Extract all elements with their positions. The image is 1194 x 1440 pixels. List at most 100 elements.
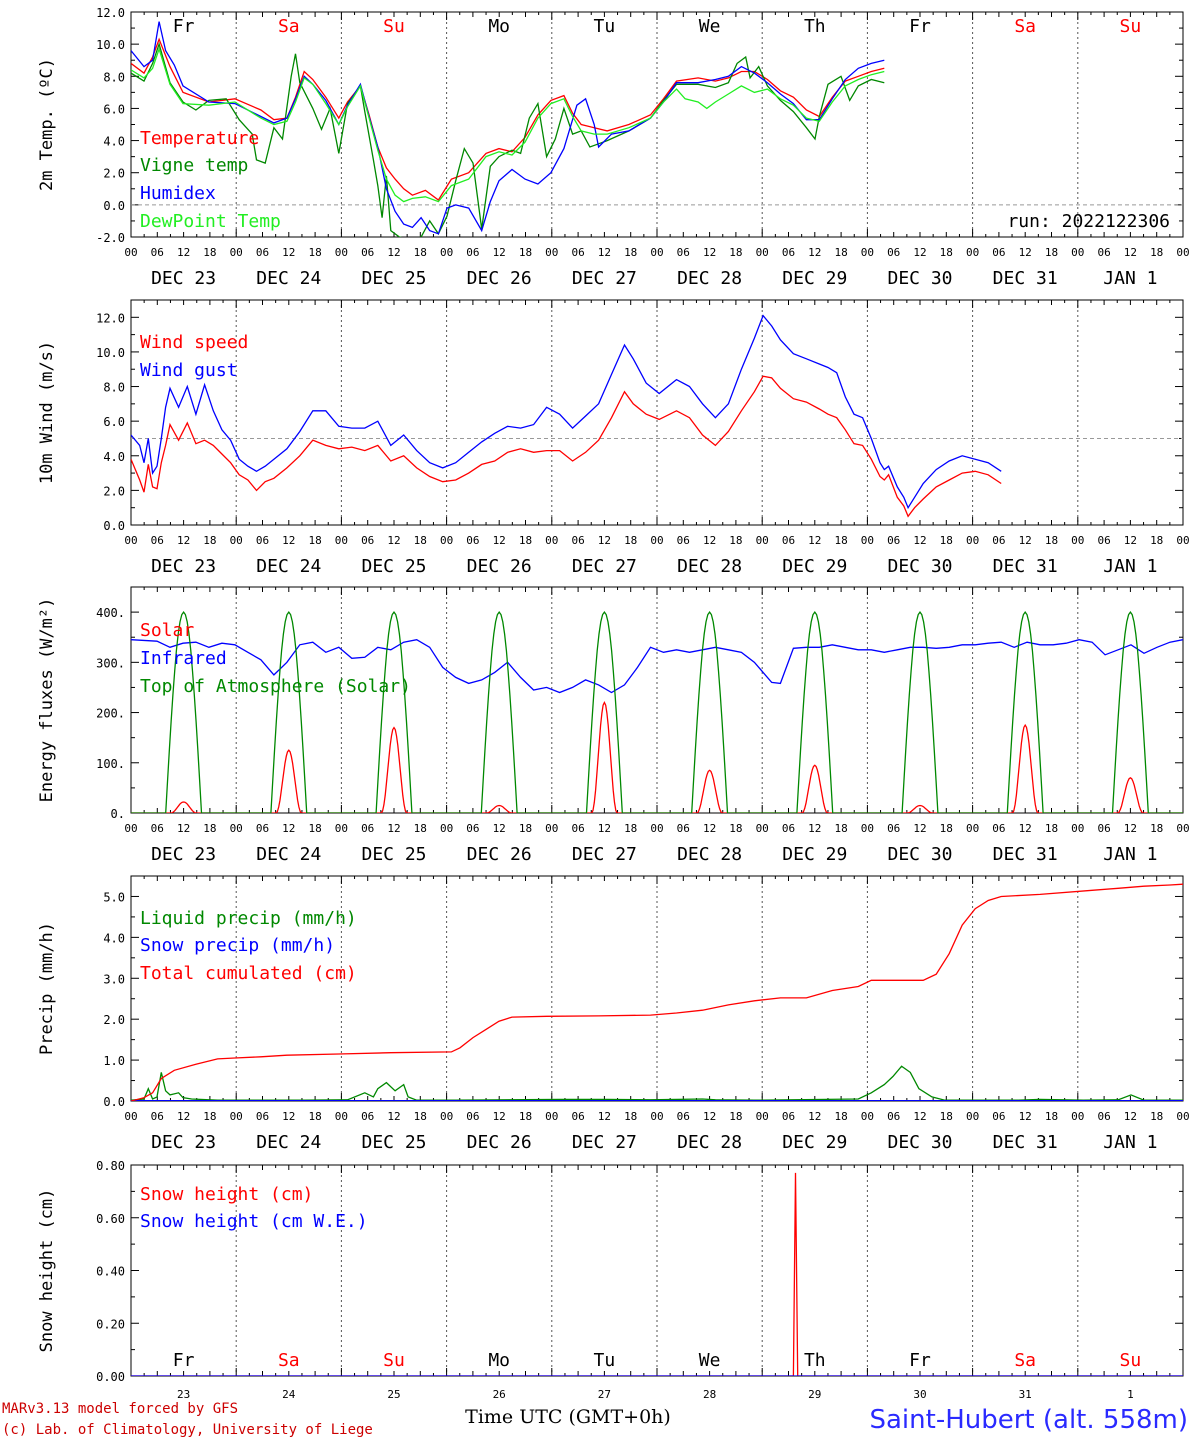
legend-entry: Top of Atmosphere (Solar) [140, 676, 411, 697]
hour-tick-label: 12 [493, 822, 506, 835]
y-tick-label: 4.0 [103, 450, 125, 464]
weekday-label: We [699, 16, 721, 37]
y-tick-label: 8.0 [103, 70, 125, 84]
weekday-label: Sa [1014, 1350, 1036, 1371]
hour-tick-label: 12 [1019, 534, 1032, 547]
legend-entry: Vigne temp [140, 155, 248, 176]
y-tick-label: 12.0 [96, 6, 125, 20]
date-label: DEC 26 [467, 1132, 532, 1153]
date-label: DEC 30 [887, 1132, 952, 1153]
hour-tick-label: 12 [177, 1110, 190, 1123]
plot-area [131, 610, 1183, 813]
hour-tick-label: 00 [545, 822, 558, 835]
hour-tick-label: 18 [414, 534, 427, 547]
hour-tick-label: 12 [703, 822, 716, 835]
date-label: DEC 23 [151, 1132, 216, 1153]
hour-tick-label: 18 [414, 1110, 427, 1123]
hour-tick-label: 12 [493, 1110, 506, 1123]
legend-entry: Temperature [140, 128, 259, 149]
date-label: DEC 24 [256, 844, 321, 865]
hour-tick-label: 00 [966, 1110, 979, 1123]
hour-tick-label: 18 [1150, 534, 1163, 547]
weekday-label: Mo [488, 1350, 510, 1371]
series-line-temperature [131, 37, 885, 201]
hour-tick-label: 18 [203, 246, 216, 259]
y-tick-label: 0.0 [103, 1095, 125, 1109]
date-label: DEC 30 [887, 844, 952, 865]
hour-tick-label: 06 [887, 822, 900, 835]
y-tick-label: 100. [96, 757, 125, 771]
hour-tick-label: 00 [335, 822, 348, 835]
y-tick-label: 10.0 [96, 346, 125, 360]
hour-tick-label: 00 [124, 822, 137, 835]
hour-tick-label: 06 [992, 246, 1005, 259]
y-tick-label: 1.0 [103, 1054, 125, 1068]
hour-tick-label: 12 [177, 822, 190, 835]
hour-tick-label: 00 [545, 246, 558, 259]
hour-tick-label: 18 [519, 246, 532, 259]
legend-entry: DewPoint Temp [140, 211, 281, 232]
hour-tick-label: 00 [1176, 534, 1189, 547]
hour-tick-label: 12 [808, 822, 821, 835]
y-tick-label: 2.0 [103, 167, 125, 181]
hour-tick-label: 12 [1124, 822, 1137, 835]
hour-tick-label: 06 [466, 534, 479, 547]
hour-tick-label: 12 [1019, 246, 1032, 259]
weekday-label: Su [1120, 1350, 1142, 1371]
hour-tick-label: 00 [650, 246, 663, 259]
date-label: DEC 27 [572, 556, 637, 577]
date-label: DEC 29 [782, 556, 847, 577]
hour-tick-label: 00 [861, 534, 874, 547]
panel-2: 0.0 2.0 4.0 6.0 8.0 10.0 12.0 10m Wind (m/s) 00 0… [37, 299, 1190, 577]
y-tick-label: 5.0 [103, 890, 125, 904]
hour-tick-label: 06 [887, 1110, 900, 1123]
hour-tick-label: 18 [729, 1110, 742, 1123]
hour-tick-label: 12 [1124, 1110, 1137, 1123]
weekday-label: Su [1120, 16, 1142, 37]
hour-tick-label: 18 [519, 1110, 532, 1123]
hour-tick-label: 00 [230, 534, 243, 547]
day-number: 26 [493, 1388, 506, 1401]
hour-tick-label: 12 [177, 246, 190, 259]
date-label: DEC 26 [467, 844, 532, 865]
hour-tick-label: 06 [256, 822, 269, 835]
hour-tick-label: 18 [729, 534, 742, 547]
legend-entry: Snow height (cm W.E.) [140, 1211, 368, 1232]
panel-3: 0. 100. 200. 300. 400. Energy fluxes (W/m²) 00… [37, 586, 1190, 865]
date-label: DEC 31 [993, 556, 1058, 577]
hour-tick-label: 12 [387, 534, 400, 547]
panel-1: -2.0 0.0 2.0 4.0 6.0 8.0 10.0 12.0 2m Temp. (ºC)… [37, 6, 1190, 289]
hour-tick-label: 12 [282, 1110, 295, 1123]
date-label: DEC 29 [782, 844, 847, 865]
hour-tick-label: 06 [782, 534, 795, 547]
plot-area [131, 21, 885, 237]
hour-tick-label: 06 [466, 1110, 479, 1123]
hour-tick-label: 18 [308, 246, 321, 259]
hour-tick-label: 00 [1071, 822, 1084, 835]
hour-tick-label: 00 [124, 1110, 137, 1123]
hour-tick-label: 06 [677, 246, 690, 259]
hour-tick-label: 18 [519, 534, 532, 547]
date-label: DEC 29 [782, 268, 847, 289]
hour-tick-label: 06 [151, 1110, 164, 1123]
series-line-top-of-atmosphere-solar [131, 610, 1183, 813]
weekday-label: Th [804, 1350, 826, 1371]
hour-tick-label: 00 [861, 822, 874, 835]
weekday-label: Fr [173, 16, 195, 37]
y-tick-label: 0.0 [103, 199, 125, 213]
footer: MARv3.13 model forced by GFS (c) Lab. of… [2, 1401, 1188, 1438]
hour-tick-label: 00 [966, 246, 979, 259]
y-tick-label: 6.0 [103, 415, 125, 429]
y-tick-label: 4.0 [103, 135, 125, 149]
hour-tick-label: 00 [124, 534, 137, 547]
date-label: DEC 28 [677, 268, 742, 289]
hour-tick-label: 18 [203, 822, 216, 835]
legend-entry: Humidex [140, 183, 216, 204]
hour-tick-label: 12 [1124, 534, 1137, 547]
weekday-label: Fr [909, 1350, 931, 1371]
hour-tick-label: 06 [887, 534, 900, 547]
hour-tick-label: 12 [598, 822, 611, 835]
hour-tick-label: 18 [940, 246, 953, 259]
hour-tick-label: 06 [1097, 822, 1110, 835]
